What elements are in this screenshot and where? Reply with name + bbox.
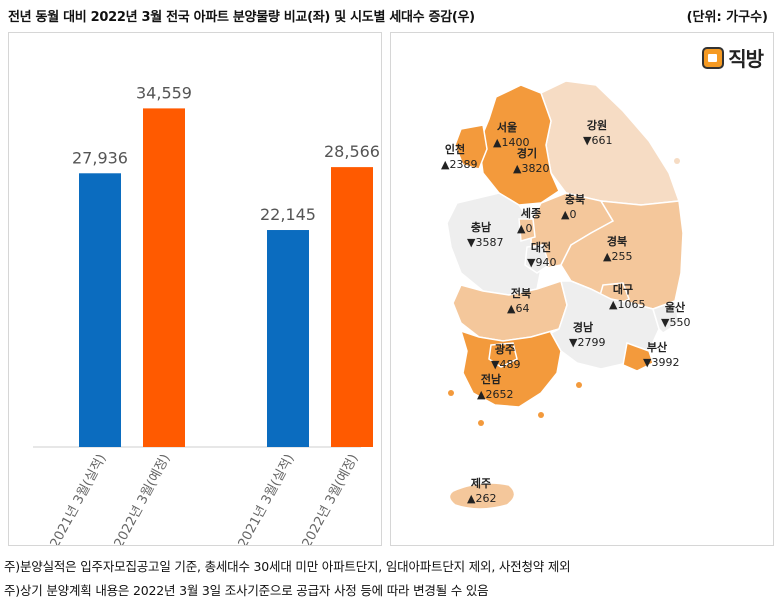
- island-dot: [576, 382, 582, 388]
- island-dot: [448, 390, 454, 396]
- region-change-label: ▲3820: [513, 162, 549, 175]
- bar-1-1: [331, 167, 373, 447]
- region-change-label: ▼489: [491, 358, 520, 371]
- region-change-label: ▲2389: [441, 158, 477, 171]
- region-name-label: 전북: [511, 286, 531, 300]
- region-shape-busan: [622, 341, 654, 372]
- region-shape-jeonnam: [459, 328, 562, 408]
- island-dot: [674, 158, 680, 164]
- region-name-label: 대전: [531, 240, 551, 254]
- region-shape-incheon: [454, 124, 488, 170]
- bar-value-label: 28,566: [324, 142, 380, 161]
- region-shape-daejeon: [524, 244, 550, 274]
- x-tick-label: 2021년 3월(실적): [48, 452, 110, 545]
- map-shapes: [446, 80, 684, 510]
- bar-chart: 27,936 2021년 3월(실적) 34,559 2022년 3월(예정) 22,1…: [33, 83, 380, 550]
- footnote-1: 주)분양실적은 입주자모집공고일 기준, 총세대수 30세대 미만 아파트단지,…: [4, 559, 571, 574]
- footnote-2: 주)상기 분양계획 내용은 2022년 3월 3일 조사기준으로 공급자 사정 …: [4, 583, 489, 598]
- region-change-label: ▼661: [583, 134, 612, 147]
- region-name-label: 경남: [573, 320, 593, 334]
- region-change-label: ▼550: [661, 316, 690, 329]
- region-name-label: 서울: [497, 120, 517, 134]
- unit-label: (단위: 가구수): [686, 10, 768, 25]
- bar-value-label: 27,936: [72, 148, 128, 167]
- bar-0-1: [143, 108, 185, 447]
- x-tick-label: 2021년 3월(실적): [236, 452, 298, 545]
- page-title: 전년 동월 대비 2022년 3월 전국 아파트 분양물량 비교(좌) 및 시도…: [8, 10, 475, 25]
- region-name-label: 강원: [587, 118, 607, 132]
- logo-text: 직방: [728, 47, 764, 71]
- region-name-label: 경기: [517, 146, 537, 160]
- region-name-label: 광주: [495, 343, 515, 356]
- map-panel: 직방: [390, 32, 774, 546]
- island-dot: [478, 420, 484, 426]
- region-name-label: 충남: [471, 220, 491, 234]
- region-change-label: ▲262: [467, 492, 496, 505]
- region-name-label: 인천: [445, 142, 465, 156]
- bar-value-label: 22,145: [260, 205, 316, 224]
- brand-logo: 직방: [702, 43, 764, 72]
- region-change-label: ▲64: [507, 302, 529, 315]
- region-name-label: 충북: [565, 192, 585, 206]
- house-logo-icon: [702, 46, 725, 69]
- x-tick-label: 2022년 3월(예정): [300, 452, 362, 545]
- region-name-label: 울산: [665, 300, 685, 314]
- bar-value-label: 34,559: [136, 83, 192, 102]
- region-name-label: 경북: [607, 234, 627, 248]
- region-shape-gwangju: [488, 342, 518, 368]
- korea-map: 서울 ▲1400 인천 ▲2389 경기 ▲3820 강원 ▼661 충북 ▲0 세종 ▲0 충남 ▼35…: [441, 80, 690, 510]
- region-shape-sejong: [518, 218, 536, 242]
- region-change-label: ▲2652: [477, 388, 513, 401]
- region-name-label: 전남: [481, 372, 501, 386]
- region-change-label: ▲1400: [493, 136, 529, 149]
- x-tick-label: 2022년 3월(예정): [112, 452, 174, 545]
- region-shape-ulsan: [652, 299, 680, 334]
- map-labels: 서울 ▲1400 인천 ▲2389 경기 ▲3820 강원 ▼661 충북 ▲0 세종 ▲0 충남 ▼35…: [441, 118, 690, 505]
- bar-chart-panel: 27,936 2021년 3월(실적) 34,559 2022년 3월(예정) 22,1…: [8, 32, 382, 550]
- region-name-label: 부산: [647, 340, 667, 354]
- bar-0-0: [79, 173, 121, 447]
- region-name-label: 대구: [613, 282, 633, 296]
- region-name-label: 세종: [521, 206, 541, 220]
- island-dot: [538, 412, 544, 418]
- region-change-label: ▲255: [603, 250, 632, 263]
- region-change-label: ▼940: [527, 256, 556, 269]
- region-change-label: ▲0: [561, 208, 576, 221]
- region-change-label: ▼3587: [467, 236, 503, 249]
- region-shape-jeju: [448, 482, 516, 510]
- region-change-label: ▼3992: [643, 356, 679, 369]
- region-change-label: ▲0: [517, 222, 532, 235]
- bar-1-0: [267, 230, 309, 447]
- region-name-label: 제주: [471, 476, 491, 490]
- region-change-label: ▲1065: [609, 298, 645, 311]
- region-change-label: ▼2799: [569, 336, 605, 349]
